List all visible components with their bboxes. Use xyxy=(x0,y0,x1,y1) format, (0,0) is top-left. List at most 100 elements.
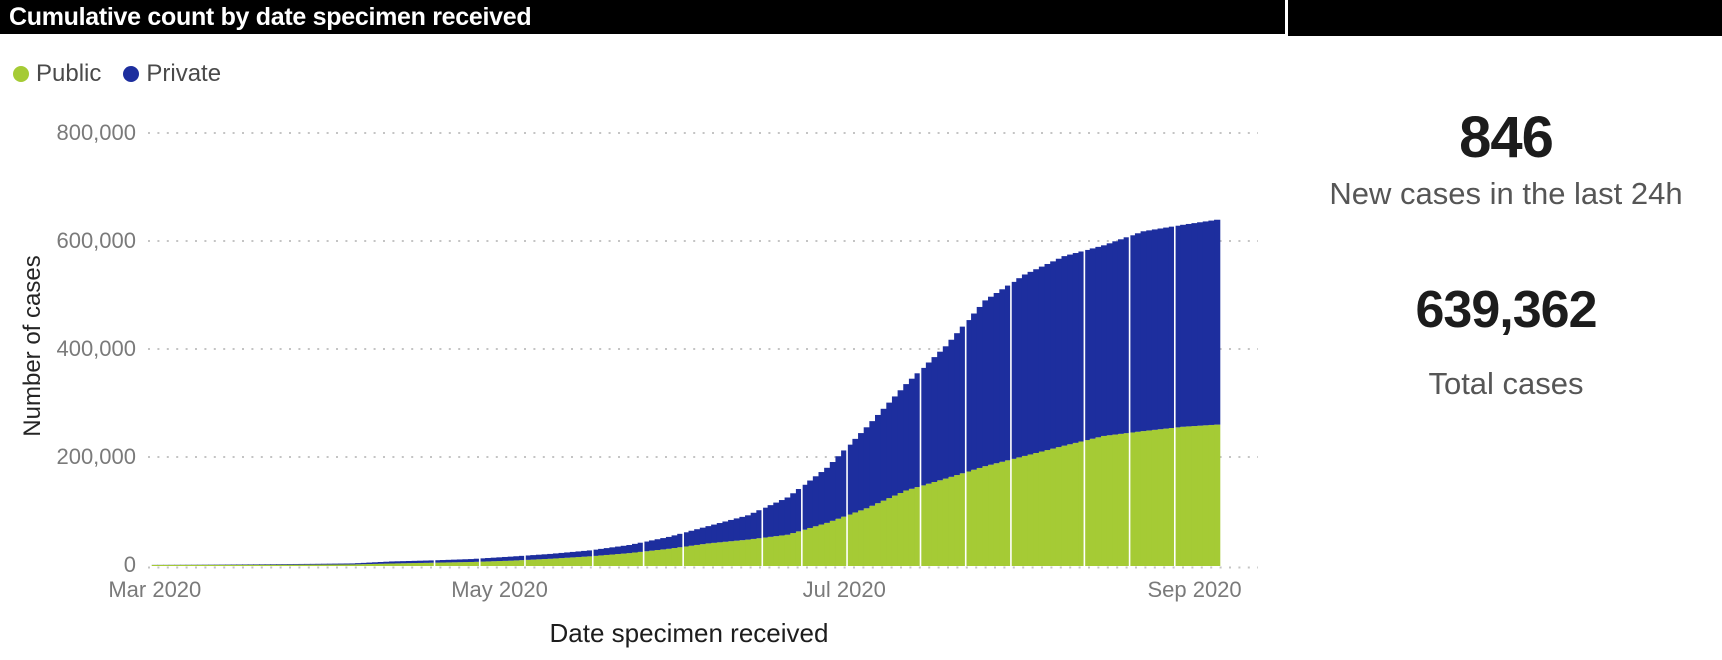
bar-segment[interactable] xyxy=(405,563,413,566)
bar-segment[interactable] xyxy=(1117,239,1125,434)
bar-segment[interactable] xyxy=(292,563,300,565)
bar-segment[interactable] xyxy=(496,561,503,566)
bar-segment[interactable] xyxy=(451,562,458,566)
bar-segment[interactable] xyxy=(660,549,667,566)
bar-segment[interactable] xyxy=(908,378,916,489)
bar-segment[interactable] xyxy=(1016,278,1023,458)
bar-segment[interactable] xyxy=(1157,228,1164,430)
bar-segment[interactable] xyxy=(1106,243,1113,436)
bar-segment[interactable] xyxy=(801,484,808,530)
bar-segment[interactable] xyxy=(925,362,933,484)
bar-segment[interactable] xyxy=(948,339,955,477)
bar-segment[interactable] xyxy=(1197,425,1204,566)
bar-segment[interactable] xyxy=(1208,424,1215,566)
bar-segment[interactable] xyxy=(615,546,622,555)
bar-segment[interactable] xyxy=(259,564,266,565)
bar-segment[interactable] xyxy=(965,471,972,566)
bar-segment[interactable] xyxy=(208,564,215,566)
bar-segment[interactable] xyxy=(682,546,690,566)
bar-segment[interactable] xyxy=(925,483,933,566)
bar-segment[interactable] xyxy=(304,564,311,566)
bar-segment[interactable] xyxy=(1021,455,1029,566)
bar-segment[interactable] xyxy=(439,562,447,566)
bar-segment[interactable] xyxy=(372,562,379,564)
bar-segment[interactable] xyxy=(891,396,899,496)
bar-segment[interactable] xyxy=(434,562,441,566)
bar-segment[interactable] xyxy=(428,562,435,566)
bar-segment[interactable] xyxy=(699,527,707,545)
bar-segment[interactable] xyxy=(942,346,950,479)
bar-segment[interactable] xyxy=(247,564,255,566)
bar-segment[interactable] xyxy=(485,558,492,562)
bar-segment[interactable] xyxy=(1174,225,1181,428)
legend-item-public[interactable]: Public xyxy=(13,60,101,88)
bar-segment[interactable] xyxy=(1101,435,1108,566)
bar-segment[interactable] xyxy=(1078,441,1085,566)
bar-segment[interactable] xyxy=(852,438,859,513)
bar-segment[interactable] xyxy=(1033,452,1040,566)
bar-segment[interactable] xyxy=(287,564,294,566)
bar-segment[interactable] xyxy=(705,543,712,566)
bar-segment[interactable] xyxy=(807,480,814,528)
bar-segment[interactable] xyxy=(598,555,605,566)
bar-segment[interactable] xyxy=(281,564,288,565)
bar-segment[interactable] xyxy=(609,547,616,555)
bar-segment[interactable] xyxy=(880,500,887,566)
bar-segment[interactable] xyxy=(439,560,447,563)
bar-segment[interactable] xyxy=(824,522,831,566)
bar-segment[interactable] xyxy=(761,537,769,566)
bar-segment[interactable] xyxy=(1055,447,1063,566)
bar-segment[interactable] xyxy=(502,560,509,566)
bar-segment[interactable] xyxy=(1157,429,1164,566)
bar-segment[interactable] xyxy=(1084,249,1091,441)
bar-segment[interactable] xyxy=(1038,451,1046,566)
bar-segment[interactable] xyxy=(643,541,650,552)
bar-segment[interactable] xyxy=(349,563,356,565)
bar-segment[interactable] xyxy=(1168,226,1176,428)
bar-segment[interactable] xyxy=(931,357,938,482)
bar-segment[interactable] xyxy=(230,564,238,566)
bar-segment[interactable] xyxy=(654,539,661,551)
bar-segment[interactable] xyxy=(632,543,639,553)
bar-segment[interactable] xyxy=(942,478,950,566)
bar-segment[interactable] xyxy=(519,560,526,566)
bar-segment[interactable] xyxy=(445,559,452,563)
bar-segment[interactable] xyxy=(541,559,548,566)
bar-segment[interactable] xyxy=(519,555,526,561)
bar-segment[interactable] xyxy=(1027,454,1034,566)
bar-segment[interactable] xyxy=(473,558,481,562)
bar-segment[interactable] xyxy=(841,450,848,517)
bar-segment[interactable] xyxy=(694,529,701,545)
bar-segment[interactable] xyxy=(812,526,820,566)
bar-segment[interactable] xyxy=(891,495,899,566)
bar-segment[interactable] xyxy=(654,550,661,566)
bar-segment[interactable] xyxy=(1191,223,1198,427)
bar-segment[interactable] xyxy=(524,559,531,566)
bar-segment[interactable] xyxy=(264,564,271,565)
bar-segment[interactable] xyxy=(360,562,368,565)
bar-segment[interactable] xyxy=(468,561,475,566)
bar-segment[interactable] xyxy=(530,559,537,566)
bar-segment[interactable] xyxy=(767,505,774,537)
bar-segment[interactable] xyxy=(637,542,644,552)
bar-segment[interactable] xyxy=(1095,246,1102,438)
bar-segment[interactable] xyxy=(1140,431,1147,566)
bar-segment[interactable] xyxy=(456,559,464,563)
bar-segment[interactable] xyxy=(1180,224,1187,427)
bar-segment[interactable] xyxy=(620,553,627,566)
bar-segment[interactable] xyxy=(1067,254,1074,445)
bar-segment[interactable] xyxy=(648,550,656,566)
bar-segment[interactable] xyxy=(784,534,791,566)
bar-segment[interactable] xyxy=(937,480,944,566)
bar-segment[interactable] xyxy=(1123,237,1130,434)
bar-segment[interactable] xyxy=(660,538,667,550)
bar-segment[interactable] xyxy=(1033,269,1040,453)
bar-segment[interactable] xyxy=(547,558,554,566)
bar-segment[interactable] xyxy=(767,536,774,566)
bar-segment[interactable] xyxy=(665,536,673,549)
bar-segment[interactable] xyxy=(253,564,260,566)
bar-segment[interactable] xyxy=(163,564,170,566)
bar-segment[interactable] xyxy=(564,557,571,566)
bar-segment[interactable] xyxy=(321,564,328,566)
bar-segment[interactable] xyxy=(677,547,684,566)
